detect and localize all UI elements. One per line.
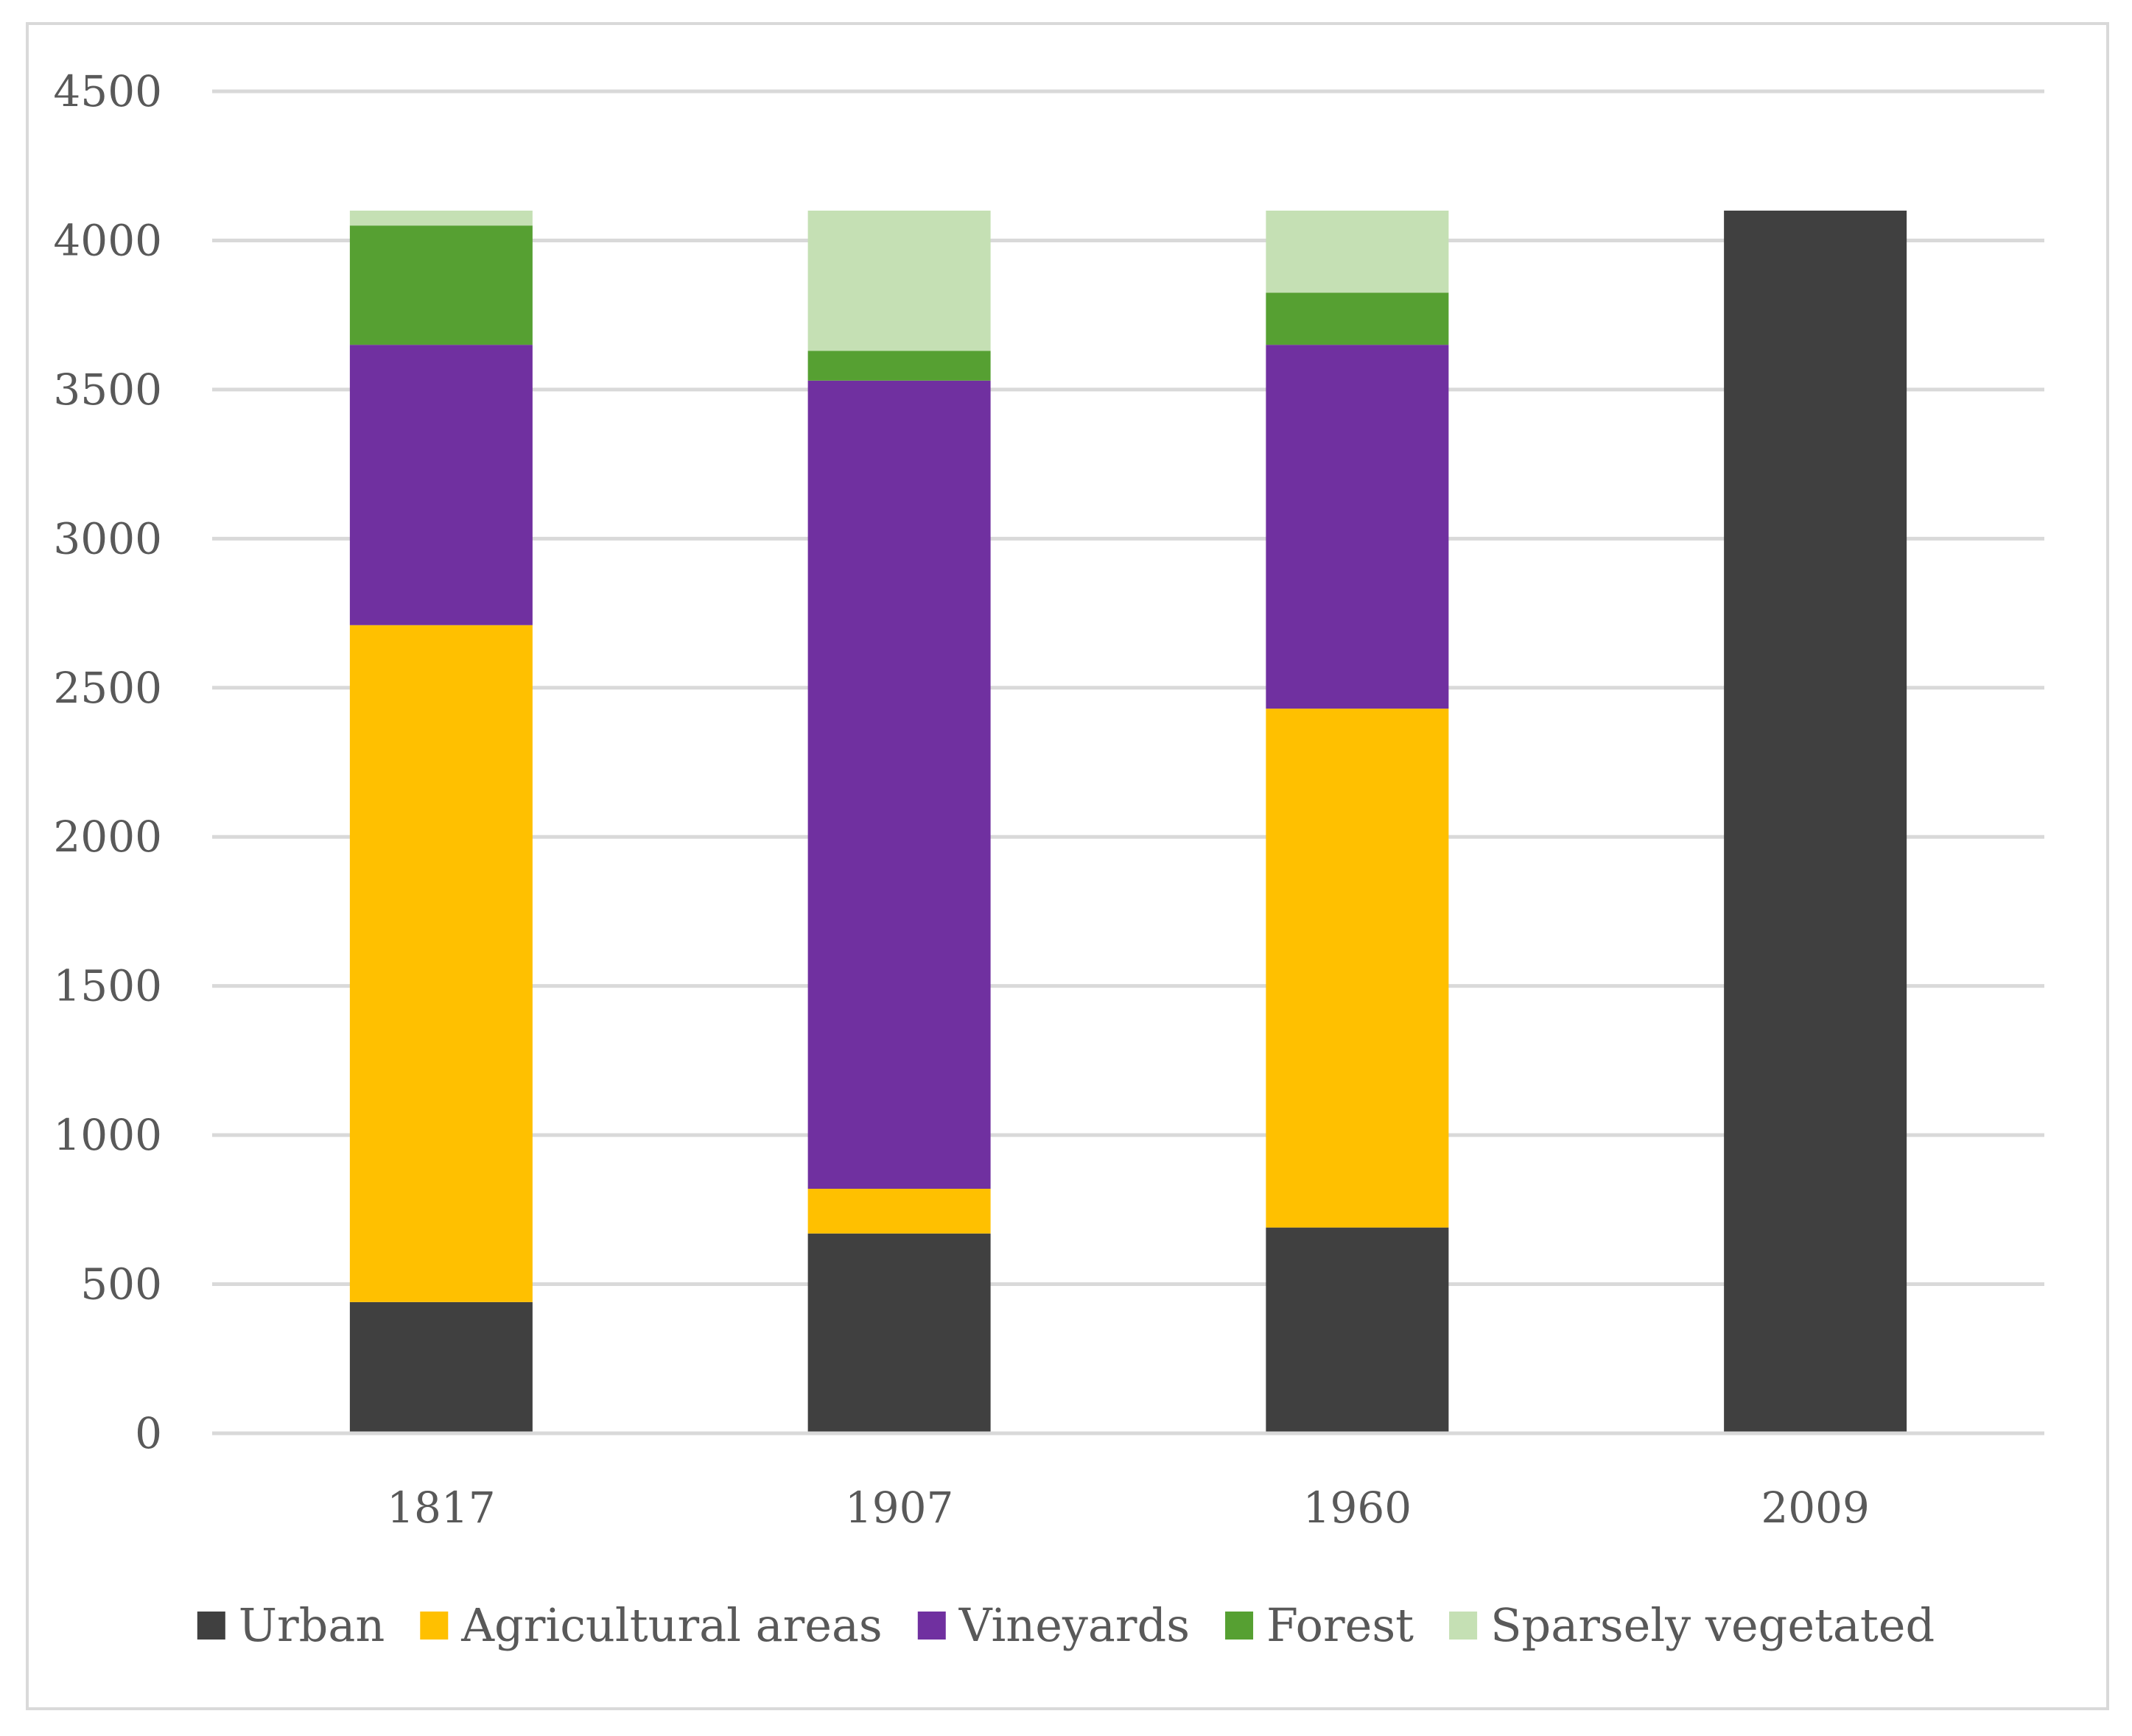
bar-segment-vineyards [1266,345,1449,709]
legend: Urban Agricultural areas Vineyards Forest Sp… [197,1598,1935,1652]
bar-segment-sparsely-vegetated [1266,210,1449,293]
y-tick-label: 500 [80,1259,162,1310]
y-tick-label: 3000 [53,513,162,563]
bar-segment-forest [1266,292,1449,345]
x-tick-label: 1817 [387,1483,496,1533]
y-tick-label: 0 [135,1408,162,1458]
y-tick-label: 3500 [53,365,162,415]
bar-segment-urban [349,1301,533,1433]
legend-label: Agricultural areas [460,1598,882,1652]
bar-segment-urban [1724,210,1907,1433]
bar-segment-urban [807,1233,991,1433]
bar-segment-vineyards [807,380,991,1189]
bar-segment-agricultural-areas [1266,709,1449,1228]
bar-segment-agricultural-areas [807,1188,991,1234]
bar-segment-sparsely-vegetated [349,210,533,226]
y-tick-label: 2500 [53,663,162,713]
y-tick-label: 2000 [53,812,162,862]
y-tick-label: 4500 [53,66,162,116]
y-tick-label: 4000 [53,215,162,265]
legend-item: Agricultural areas [420,1598,883,1652]
bar-segment-forest [807,351,991,381]
legend-item: Sparsely vegetated [1449,1598,1935,1652]
x-tick-label: 1960 [1303,1483,1412,1533]
legend-swatch [197,1612,225,1640]
x-axis-tick-labels: 1817 1907 1960 2009 [387,1483,1870,1533]
legend-swatch [1449,1612,1478,1640]
bar-segment-vineyards [349,345,533,625]
legend-label: Urban [239,1598,385,1652]
legend-swatch [917,1612,946,1640]
y-tick-label: 1000 [53,1110,162,1160]
legend-item: Forest [1225,1598,1414,1652]
legend-label: Sparsely vegetated [1490,1598,1935,1652]
legend-item: Vineyards [917,1598,1190,1652]
legend-swatch [1225,1612,1254,1640]
bar-segment-agricultural-areas [349,625,533,1302]
y-axis-tick-labels: 0 500 1000 1500 2000 2500 3000 3500 4000 4500 [53,66,162,1458]
bar-segment-sparsely-vegetated [807,210,991,351]
legend-swatch [420,1612,449,1640]
x-tick-label: 2009 [1761,1483,1870,1533]
legend-label: Forest [1266,1598,1414,1652]
bar-segment-forest [349,225,533,345]
legend-item: Urban [197,1598,385,1652]
legend-label: Vineyards [958,1598,1190,1652]
x-tick-label: 1907 [845,1483,954,1533]
y-tick-label: 1500 [53,961,162,1011]
bars [349,210,1907,1433]
bar-segment-urban [1266,1227,1449,1433]
